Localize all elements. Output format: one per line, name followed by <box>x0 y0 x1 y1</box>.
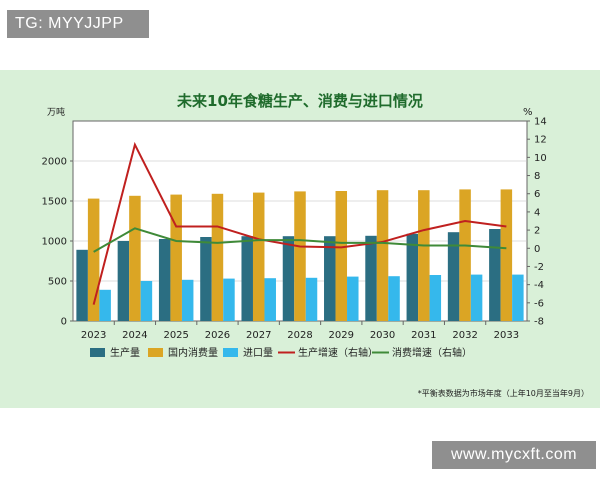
consumption-growth-line <box>93 227 507 253</box>
production-bar <box>406 233 419 321</box>
production-bar <box>117 241 130 321</box>
production-bar <box>158 239 171 321</box>
imports-bar <box>99 289 111 321</box>
left-tick-label: 2000 <box>42 157 67 168</box>
legend-swatch <box>148 348 163 357</box>
consumption-bar <box>252 192 265 321</box>
x-tick-label: 2032 <box>452 330 477 341</box>
left-tick-label: 500 <box>48 277 67 288</box>
production-bar <box>324 236 336 321</box>
right-tick-label: -2 <box>534 262 544 273</box>
x-tick-label: 2025 <box>163 330 188 341</box>
imports-bar <box>347 276 359 321</box>
legend-label: 消费增速（右轴） <box>392 346 472 359</box>
production-bar <box>200 237 212 321</box>
legend-label: 生产增速（右轴） <box>298 346 378 359</box>
legend-swatch <box>223 348 238 357</box>
production-bar <box>241 236 253 321</box>
x-tick-label: 2033 <box>494 330 519 341</box>
consumption-bar <box>335 191 348 321</box>
legend-swatch <box>90 348 105 357</box>
x-tick-label: 2027 <box>246 330 271 341</box>
right-tick-label: 12 <box>534 135 547 146</box>
right-tick-label: 2 <box>534 226 540 237</box>
watermark-top: TG: MYYJJPP <box>7 10 149 38</box>
production-bar <box>282 236 295 321</box>
consumption-bar <box>500 189 513 321</box>
left-tick-label: 1500 <box>42 197 67 208</box>
x-tick-label: 2026 <box>205 330 230 341</box>
imports-bar <box>305 277 318 321</box>
x-tick-label: 2023 <box>81 330 106 341</box>
consumption-bar <box>459 189 471 321</box>
production-bar <box>489 229 501 321</box>
production-bar <box>76 249 88 321</box>
legend-label: 生产量 <box>110 346 140 359</box>
chart-title: 未来10年食糖生产、消费与进口情况 <box>176 92 423 110</box>
imports-bar <box>264 278 276 321</box>
x-tick-label: 2028 <box>287 330 312 341</box>
production-bar <box>365 235 377 321</box>
right-tick-label: 14 <box>534 117 547 128</box>
consumption-bar <box>211 193 224 321</box>
watermark-bottom: www.mycxft.com <box>432 441 596 469</box>
imports-bar <box>388 276 400 321</box>
imports-bar <box>181 279 194 321</box>
imports-bar <box>470 274 483 321</box>
production-growth-line <box>92 141 507 305</box>
x-tick-label: 2030 <box>370 330 395 341</box>
consumption-bar <box>170 194 182 321</box>
x-tick-label: 2029 <box>329 330 354 341</box>
consumption-bar <box>418 190 430 321</box>
left-tick-label: 0 <box>61 317 67 328</box>
footnote: *平衡表数据为市场年度（上年10月至当年9月） <box>418 388 589 398</box>
left-tick-label: 1000 <box>42 237 67 248</box>
legend-label: 进口量 <box>243 347 273 359</box>
consumption-bar <box>87 198 100 321</box>
production-bar <box>447 232 460 321</box>
imports-bar <box>223 278 235 321</box>
right-tick-label: 10 <box>534 153 547 164</box>
right-tick-label: 0 <box>534 244 540 255</box>
right-tick-label: 6 <box>534 189 540 200</box>
right-tick-label: -6 <box>534 298 544 309</box>
right-axis-unit: % <box>523 107 533 118</box>
imports-bar <box>512 274 524 321</box>
consumption-bar <box>376 190 389 321</box>
consumption-bar <box>129 195 141 321</box>
right-tick-label: -4 <box>534 280 544 291</box>
x-tick-label: 2031 <box>411 330 436 341</box>
legend-label: 国内消费量 <box>168 346 218 359</box>
right-tick-label: 4 <box>534 207 540 218</box>
imports-bar <box>429 275 442 321</box>
consumption-bar <box>294 191 306 321</box>
imports-bar <box>140 281 153 321</box>
right-tick-label: -8 <box>534 317 544 328</box>
x-tick-label: 2024 <box>122 330 147 341</box>
left-axis-unit: 万吨 <box>47 106 65 118</box>
right-tick-label: 8 <box>534 171 540 182</box>
